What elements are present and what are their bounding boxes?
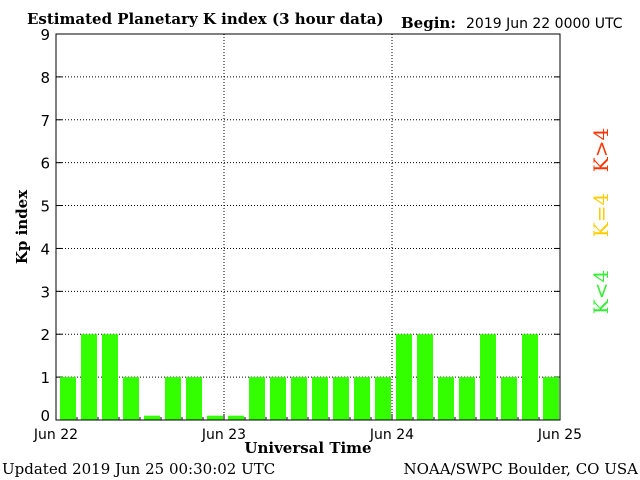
- kp-bar: [354, 377, 370, 420]
- x-tick-label: Jun 23: [201, 427, 246, 443]
- y-tick-label: 8: [40, 69, 50, 87]
- kp-bar: [438, 377, 454, 420]
- legend-above-4: K>4: [589, 128, 613, 172]
- y-tick-label: 1: [40, 369, 50, 387]
- begin-value: 2019 Jun 22 0000 UTC: [466, 16, 623, 32]
- y-tick-label: 4: [40, 240, 50, 258]
- bars-layer: [60, 334, 559, 420]
- x-tick-label: Jun 24: [369, 427, 414, 443]
- x-tick-label: Jun 25: [537, 427, 582, 443]
- y-tick-label: 0: [40, 407, 50, 425]
- kp-bar: [123, 377, 139, 420]
- kp-bar: [249, 377, 265, 420]
- kp-bar: [543, 377, 559, 420]
- kp-bar: [60, 377, 76, 420]
- kp-bar: [207, 415, 223, 420]
- credit-text: NOAA/SWPC Boulder, CO USA: [403, 460, 638, 478]
- begin-label: Begin:: [401, 14, 456, 32]
- y-tick-label: 7: [40, 112, 50, 130]
- y-tick-labels: 0 1 2 3 4 5 6 7 8 9: [40, 26, 50, 425]
- x-tick-label: Jun 22: [33, 427, 78, 443]
- kp-bar: [333, 377, 349, 420]
- kp-bar: [165, 377, 181, 420]
- kp-bar: [270, 377, 286, 420]
- x-tick-labels: Jun 22 Jun 23 Jun 24 Jun 25: [33, 427, 582, 443]
- kp-bar: [480, 334, 496, 420]
- grid-layer: [55, 33, 561, 421]
- y-tick-label: 2: [40, 326, 50, 344]
- kp-bar: [228, 415, 244, 420]
- kp-bar: [522, 334, 538, 420]
- plot-frame: [55, 33, 561, 421]
- legend: K<4 K=4 K>4: [589, 128, 613, 314]
- updated-timestamp: Updated 2019 Jun 25 00:30:02 UTC: [2, 460, 275, 478]
- y-axis-label: Kp index: [13, 189, 31, 264]
- y-tick-label: 3: [40, 283, 50, 301]
- kp-bar: [375, 377, 391, 420]
- chart-title: Estimated Planetary K index (3 hour data…: [27, 10, 384, 28]
- legend-equal-4: K=4: [589, 193, 613, 237]
- kp-bar: [102, 334, 118, 420]
- kp-bar: [144, 415, 160, 420]
- kp-bar: [291, 377, 307, 420]
- x-axis-label: Universal Time: [244, 439, 371, 457]
- kp-bar: [396, 334, 412, 420]
- y-tick-label: 5: [40, 198, 50, 216]
- kp-bar: [81, 334, 97, 420]
- kp-bar: [501, 377, 517, 420]
- y-tick-label: 9: [40, 26, 50, 44]
- kp-bar: [186, 377, 202, 420]
- kp-bar: [312, 377, 328, 420]
- kp-bar: [459, 377, 475, 420]
- legend-below-4: K<4: [589, 270, 613, 314]
- kp-bar: [417, 334, 433, 420]
- y-tick-label: 6: [40, 155, 50, 173]
